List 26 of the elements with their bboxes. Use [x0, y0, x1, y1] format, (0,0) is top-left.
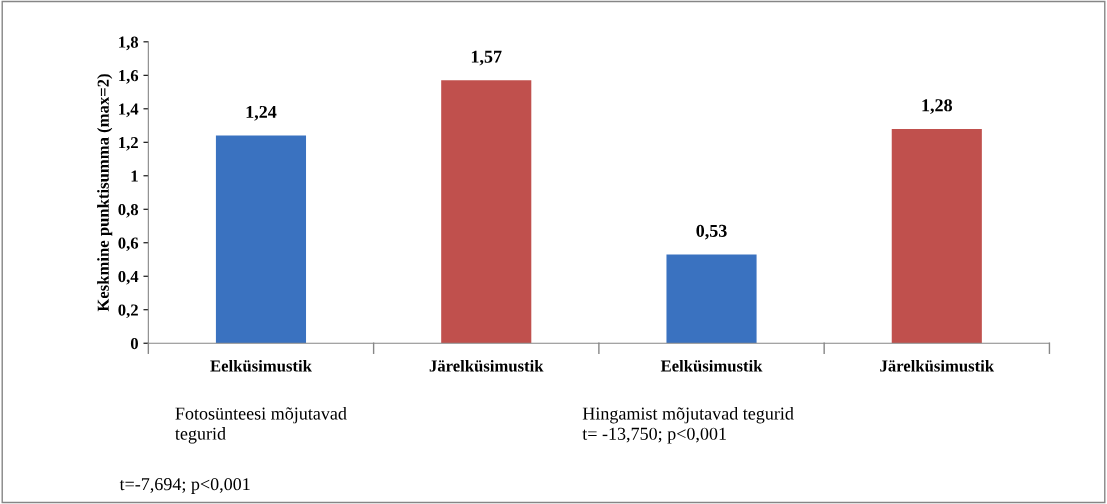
bar — [441, 80, 532, 344]
y-tick-label: 0,2 — [118, 304, 138, 319]
bar — [215, 135, 307, 344]
y-tick-label: 1,2 — [119, 137, 138, 151]
y-tick-label: 1 — [131, 170, 138, 182]
x-tick-label: Järelküsimustik — [429, 359, 544, 372]
x-tick-label: Eelküsimustik — [210, 359, 312, 372]
y-tick-label: 0,4 — [118, 270, 139, 285]
y-tick-label: 1,6 — [119, 70, 139, 84]
text: Fotosünteesi mõjutavad tegurid — [175, 406, 347, 444]
data-label: 0,53 — [696, 224, 727, 240]
data-label: 1,57 — [471, 50, 502, 66]
y-tick-label: 0,6 — [118, 237, 139, 252]
x-tick-label: Eelküsimustik — [660, 359, 763, 372]
y-tick-label: 1,8 — [119, 36, 139, 51]
data-label: 1,24 — [246, 105, 277, 121]
bar — [666, 254, 757, 344]
x-tick-label: Järelküsimustik — [880, 359, 995, 372]
text: Hingamist mõjutavad tegurid t= -13,750; p<0,001 — [582, 406, 794, 444]
y-tick-label: 0,8 — [118, 203, 139, 218]
data-label: 1,28 — [922, 99, 952, 114]
y-tick-label: 1,4 — [119, 103, 139, 118]
y-tick-label: 0 — [130, 337, 138, 350]
y-axis-title: Keskmine punktisumma (max=2) — [97, 74, 113, 312]
bar — [891, 128, 982, 344]
text: t=-7,694; p<0,001 — [119, 478, 250, 494]
